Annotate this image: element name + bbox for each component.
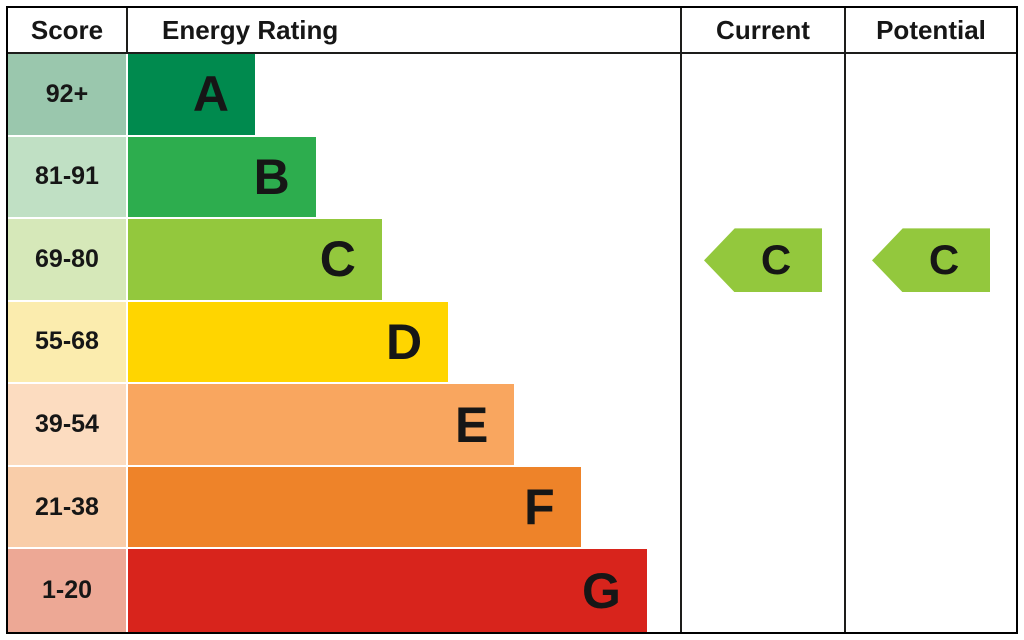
score-range-A: 92+ bbox=[8, 54, 128, 137]
band-letter-G: G bbox=[581, 562, 621, 619]
potential-arrow-slot: C bbox=[846, 219, 1016, 302]
rating-bar-F: F bbox=[128, 466, 581, 548]
rating-bar-cell-E: E bbox=[128, 384, 680, 467]
current-column: C bbox=[680, 54, 844, 632]
rating-bar-G: G bbox=[128, 549, 647, 632]
rating-bar-C: C bbox=[128, 219, 382, 300]
rating-bar-cell-A: A bbox=[128, 54, 680, 137]
current-arrow-slot: C bbox=[682, 219, 844, 302]
header-energy-rating: Energy Rating bbox=[128, 8, 680, 54]
header-potential: Potential bbox=[844, 8, 1016, 54]
band-letter-F: F bbox=[524, 479, 555, 536]
rating-bar-A: A bbox=[128, 54, 255, 135]
rating-bar-E: E bbox=[128, 384, 515, 465]
band-letter-E: E bbox=[455, 396, 489, 453]
rating-bar-cell-D: D bbox=[128, 301, 680, 385]
potential-rating-arrow: C bbox=[872, 228, 990, 293]
score-range-D: 55-68 bbox=[8, 301, 128, 385]
score-range-E: 39-54 bbox=[8, 384, 128, 467]
rating-bar-D: D bbox=[128, 301, 449, 383]
potential-column: C bbox=[844, 54, 1016, 632]
rating-bar-B: B bbox=[128, 136, 316, 218]
rating-bar-cell-F: F bbox=[128, 466, 680, 550]
current-rating-letter: C bbox=[760, 236, 792, 284]
score-range-F: 21-38 bbox=[8, 466, 128, 550]
current-rating-arrow: C bbox=[704, 228, 822, 293]
band-letter-B: B bbox=[253, 148, 290, 205]
potential-rating-letter: C bbox=[928, 236, 960, 284]
band-letter-A: A bbox=[192, 66, 229, 123]
header-current: Current bbox=[680, 8, 844, 54]
rating-bar-cell-C: C bbox=[128, 219, 680, 302]
score-range-B: 81-91 bbox=[8, 136, 128, 220]
score-range-G: 1-20 bbox=[8, 549, 128, 632]
score-range-C: 69-80 bbox=[8, 219, 128, 302]
rating-bar-cell-B: B bbox=[128, 136, 680, 220]
band-letter-C: C bbox=[319, 231, 356, 288]
header-score: Score bbox=[8, 8, 128, 54]
rating-bar-cell-G: G bbox=[128, 549, 680, 632]
epc-rating-chart: Score Energy Rating Current Potential C … bbox=[6, 6, 1018, 634]
band-letter-D: D bbox=[386, 313, 423, 370]
